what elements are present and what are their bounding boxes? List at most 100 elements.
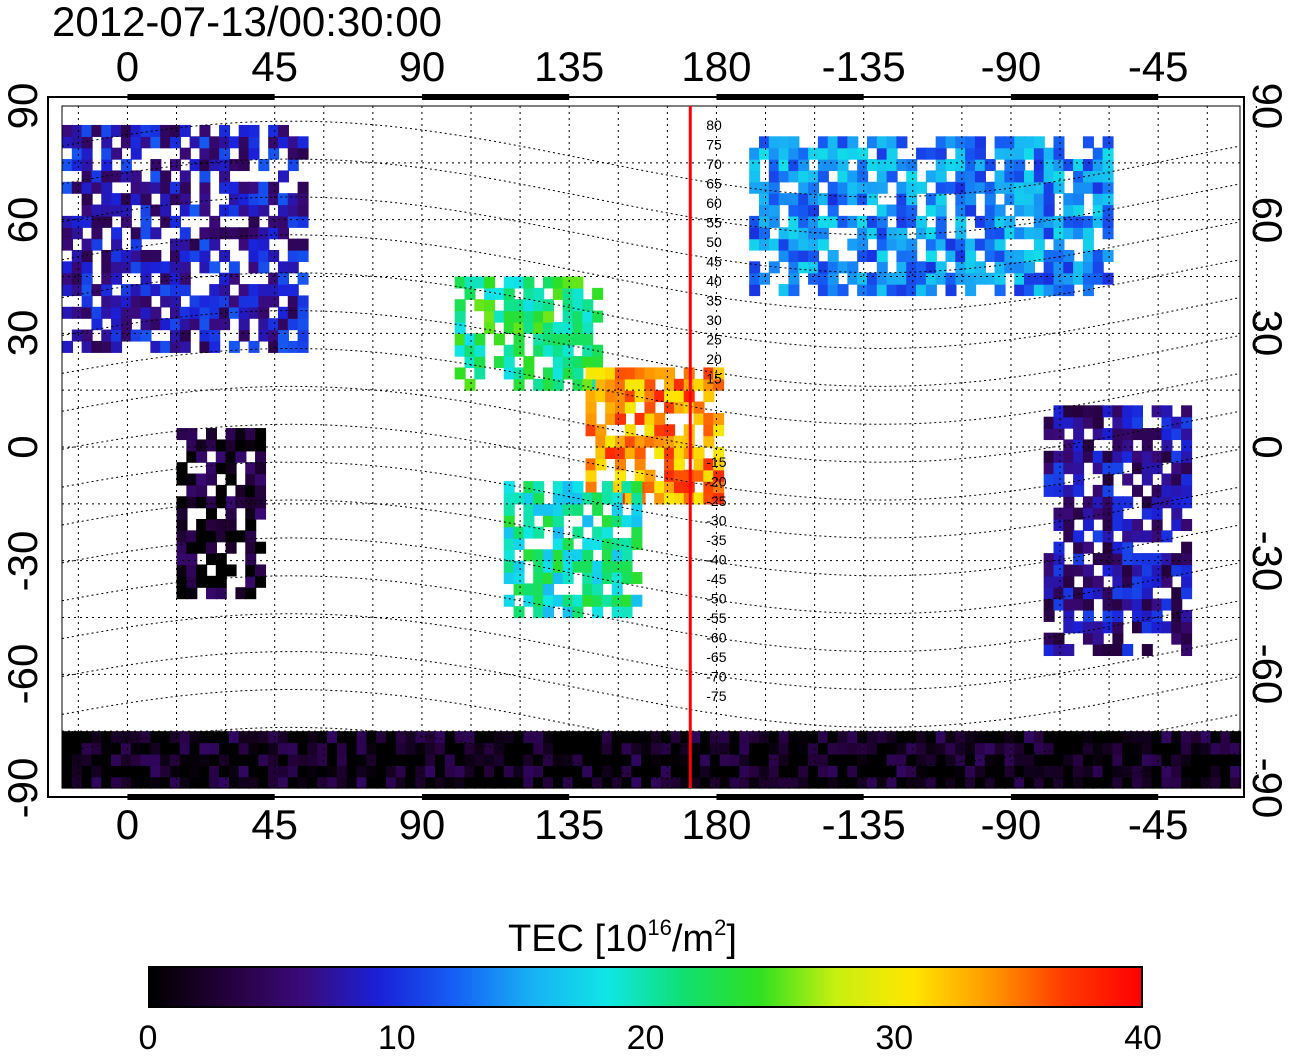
tec-cell — [562, 367, 574, 380]
tec-cell — [513, 765, 525, 778]
tec-cell — [268, 329, 280, 342]
tec-cell — [808, 147, 820, 160]
tec-cell — [228, 204, 240, 217]
tec-cell — [582, 742, 594, 755]
tec-cell — [199, 753, 211, 766]
tec-cell — [713, 424, 725, 437]
tec-cell — [974, 238, 986, 251]
tec-cell — [1063, 484, 1075, 497]
tec-cell — [228, 227, 240, 240]
tec-cell — [225, 439, 237, 452]
tec-cell — [228, 765, 240, 778]
tec-cell — [758, 204, 770, 217]
lat-tick-left: -60 — [0, 643, 46, 705]
tec-cell — [287, 776, 299, 789]
tec-cell — [592, 356, 604, 369]
tec-cell — [1190, 742, 1202, 755]
tec-cell — [140, 215, 152, 228]
tec-cell — [1092, 428, 1104, 441]
lat-tick-left: -90 — [0, 757, 46, 819]
tec-cell — [219, 147, 231, 160]
tec-cell — [140, 204, 152, 217]
tec-cell — [474, 776, 486, 789]
tec-cell — [582, 583, 594, 596]
tec-cell — [592, 492, 604, 505]
tec-cell — [1141, 450, 1153, 463]
tec-cell — [1161, 564, 1173, 577]
tec-cell — [1073, 541, 1085, 554]
tec-cell — [886, 753, 898, 766]
tec-cell — [327, 731, 339, 744]
tec-cell — [277, 306, 289, 319]
tec-cell — [1220, 731, 1232, 744]
tec-cell — [1043, 170, 1055, 183]
tec-cell — [552, 344, 564, 357]
tec-cell — [277, 227, 289, 240]
tec-cell — [847, 765, 859, 778]
tec-cell — [582, 356, 594, 369]
tec-cell — [935, 238, 947, 251]
tec-cell — [160, 215, 172, 228]
tec-cell — [1181, 609, 1193, 622]
tec-cell — [808, 776, 820, 789]
tec-cell — [896, 742, 908, 755]
tec-cell — [768, 193, 780, 206]
tec-cell — [1014, 193, 1026, 206]
tec-cell — [120, 249, 132, 262]
tec-cell — [101, 261, 113, 274]
tec-cell — [808, 238, 820, 251]
dip-latitude-contour — [61, 310, 1241, 387]
tec-cell — [827, 204, 839, 217]
tec-cell — [808, 742, 820, 755]
tec-cell — [484, 776, 496, 789]
tec-cell — [749, 742, 761, 755]
tec-cell — [1220, 753, 1232, 766]
tec-cell — [935, 731, 947, 744]
tec-cell — [1053, 575, 1065, 588]
tec-cell — [601, 742, 613, 755]
tec-cell — [1043, 284, 1055, 297]
tec-cell — [1102, 170, 1114, 183]
tec-cell — [925, 193, 937, 206]
tec-cell — [189, 306, 201, 319]
tec-cell — [346, 731, 358, 744]
tec-cell — [130, 765, 142, 778]
tec-cell — [209, 765, 221, 778]
tec-cell — [644, 424, 656, 437]
tec-cell — [287, 193, 299, 206]
tec-cell — [513, 776, 525, 789]
tec-cell — [1102, 644, 1114, 657]
tec-cell — [965, 147, 977, 160]
tec-cell — [1181, 742, 1193, 755]
tec-cell — [1200, 742, 1212, 755]
tec-cell — [827, 181, 839, 194]
tec-cell — [935, 181, 947, 194]
tec-cell — [595, 367, 607, 380]
tec-cell — [62, 261, 73, 274]
tec-cell — [974, 272, 986, 285]
tec-cell — [543, 776, 555, 789]
tec-cell — [585, 390, 597, 403]
tec-cell — [778, 284, 790, 297]
tec-cell — [562, 287, 574, 300]
tec-cell — [160, 731, 172, 744]
tec-cell — [1033, 731, 1045, 744]
tec-cell — [1092, 621, 1104, 634]
tec-cell — [749, 215, 761, 228]
tec-cell — [1132, 765, 1144, 778]
tec-cell — [886, 238, 898, 251]
tec-cell — [523, 583, 535, 596]
tec-cell — [713, 481, 725, 494]
tec-cell — [1132, 484, 1144, 497]
tec-cell — [935, 204, 947, 217]
tec-cell — [405, 776, 417, 789]
tec-cell — [935, 742, 947, 755]
tec-cell — [965, 193, 977, 206]
tec-cell — [533, 344, 545, 357]
lon-tick-top: -135 — [821, 43, 906, 90]
tec-cell — [1014, 159, 1026, 172]
tec-cell — [120, 124, 132, 137]
tec-cell — [140, 765, 152, 778]
tec-cell — [703, 367, 715, 380]
tec-cell — [925, 776, 937, 789]
